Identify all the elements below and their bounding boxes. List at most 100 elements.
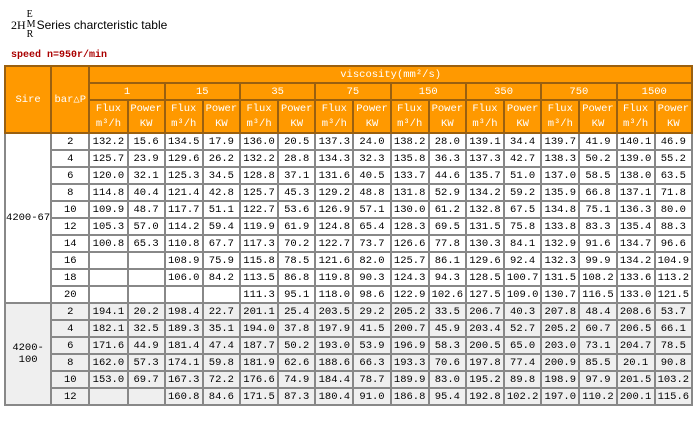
flux-cell: 193.0 bbox=[314, 336, 355, 355]
flux-cell: 137.3 bbox=[314, 132, 355, 151]
power-unit: KW bbox=[215, 117, 228, 130]
power-cell: 77.8 bbox=[427, 234, 467, 253]
flux-cell bbox=[88, 285, 129, 304]
power-cell: 108.2 bbox=[578, 268, 618, 287]
flux-label: Flux bbox=[397, 102, 423, 115]
flux-cell: 121.6 bbox=[314, 251, 355, 270]
flux-cell: 162.0 bbox=[88, 353, 129, 372]
power-cell: 78.5 bbox=[653, 336, 694, 355]
flux-cell: 119.8 bbox=[314, 268, 355, 287]
flux-header: Flux m³/h bbox=[464, 99, 506, 134]
flux-cell: 117.7 bbox=[163, 200, 204, 219]
flux-header: Flux m³/h bbox=[238, 99, 280, 134]
pressure-cell: 10 bbox=[50, 200, 91, 219]
flux-header: Flux m³/h bbox=[163, 99, 204, 134]
flux-header: Flux m³/h bbox=[615, 99, 656, 134]
flux-cell: 134.7 bbox=[615, 234, 656, 253]
power-cell: 90.3 bbox=[352, 268, 392, 287]
flux-cell: 134.8 bbox=[540, 200, 581, 219]
power-cell: 75.1 bbox=[578, 200, 618, 219]
flux-cell: 197.8 bbox=[464, 353, 506, 372]
flux-cell: 138.0 bbox=[615, 166, 656, 185]
power-cell: 86.1 bbox=[427, 251, 467, 270]
power-cell: 87.3 bbox=[277, 387, 317, 406]
power-header: Power KW bbox=[427, 99, 467, 134]
power-cell: 102.2 bbox=[503, 387, 543, 406]
flux-cell: 203.0 bbox=[540, 336, 581, 355]
flux-cell: 171.6 bbox=[88, 336, 129, 355]
power-cell: 116.5 bbox=[578, 285, 618, 304]
flux-cell: 132.2 bbox=[88, 132, 129, 151]
power-cell: 85.5 bbox=[578, 353, 618, 372]
flux-label: Flux bbox=[171, 102, 197, 115]
power-cell: 59.4 bbox=[201, 217, 241, 236]
power-header: Power KW bbox=[653, 99, 694, 134]
flux-cell: 115.8 bbox=[238, 251, 280, 270]
power-cell: 46.9 bbox=[653, 132, 694, 151]
flux-label: Flux bbox=[95, 102, 122, 115]
flux-cell: 133.7 bbox=[389, 166, 430, 185]
power-cell: 99.9 bbox=[578, 251, 618, 270]
pressure-cell: 12 bbox=[50, 217, 91, 236]
power-cell: 61.2 bbox=[427, 200, 467, 219]
power-cell: 41.5 bbox=[352, 319, 392, 338]
viscosity-header: viscosity(mm²/s) bbox=[88, 65, 693, 84]
power-cell: 69.7 bbox=[126, 370, 166, 389]
power-cell: 75.8 bbox=[503, 217, 543, 236]
power-cell: 89.8 bbox=[503, 370, 543, 389]
flux-header: Flux m³/h bbox=[389, 99, 430, 134]
power-cell: 102.6 bbox=[427, 285, 467, 304]
power-cell: 51.0 bbox=[503, 166, 543, 185]
power-cell: 100.7 bbox=[503, 268, 543, 287]
flux-cell: 167.3 bbox=[163, 370, 204, 389]
flux-cell: 134.2 bbox=[615, 251, 656, 270]
power-cell: 115.6 bbox=[653, 387, 694, 406]
table-row: 8 114.8 40.4 121.4 42.8 125.7 45.3 129.2 48.8 131… bbox=[5, 183, 694, 202]
flux-cell: 134.3 bbox=[314, 149, 355, 168]
pressure-cell: 10 bbox=[50, 370, 91, 389]
flux-label: Flux bbox=[623, 102, 649, 115]
power-label: Power bbox=[130, 102, 162, 115]
pressure-header: bar△P bbox=[50, 65, 91, 134]
flux-cell: 189.3 bbox=[163, 319, 204, 338]
flux-cell: 133.8 bbox=[540, 217, 581, 236]
power-cell: 58.5 bbox=[578, 166, 618, 185]
power-cell: 40.4 bbox=[126, 183, 166, 202]
flux-cell: 188.6 bbox=[314, 353, 355, 372]
power-cell: 60.7 bbox=[578, 319, 618, 338]
power-cell: 25.4 bbox=[277, 302, 317, 321]
power-cell: 34.4 bbox=[503, 132, 543, 151]
flux-cell: 113.5 bbox=[238, 268, 280, 287]
pressure-cell: 4 bbox=[50, 149, 91, 168]
power-cell: 32.5 bbox=[126, 319, 166, 338]
flux-cell: 192.8 bbox=[464, 387, 506, 406]
power-header: Power KW bbox=[578, 99, 618, 134]
power-cell: 84.6 bbox=[201, 387, 241, 406]
power-cell: 53.6 bbox=[277, 200, 317, 219]
power-cell: 94.3 bbox=[427, 268, 467, 287]
table-row: 16 108.9 75.9 115.8 78.5 121.6 82.0 125.7 86.1 12… bbox=[5, 251, 694, 270]
flux-cell: 153.0 bbox=[88, 370, 129, 389]
flux-cell: 133.0 bbox=[615, 285, 656, 304]
power-cell: 96.6 bbox=[653, 234, 694, 253]
flux-cell: 125.7 bbox=[389, 251, 430, 270]
power-cell: 65.4 bbox=[352, 217, 392, 236]
flux-cell: 187.7 bbox=[238, 336, 280, 355]
flux-cell: 171.5 bbox=[238, 387, 280, 406]
power-cell: 78.7 bbox=[352, 370, 392, 389]
flux-cell: 128.5 bbox=[464, 268, 506, 287]
flux-cell: 120.0 bbox=[88, 166, 129, 185]
viscosity-value-header: 15 bbox=[163, 82, 241, 101]
flux-cell: 193.3 bbox=[389, 353, 430, 372]
flux-header: Flux m³/h bbox=[314, 99, 355, 134]
title-model-stack: E M R bbox=[27, 10, 36, 40]
flux-cell: 205.2 bbox=[389, 302, 430, 321]
flux-unit: m³/h bbox=[246, 117, 272, 130]
flux-cell: 135.4 bbox=[615, 217, 656, 236]
viscosity-value-header: 1 bbox=[88, 82, 166, 101]
power-cell: 57.0 bbox=[126, 217, 166, 236]
flux-cell: 137.1 bbox=[615, 183, 656, 202]
flux-cell: 122.7 bbox=[314, 234, 355, 253]
viscosity-value-header: 150 bbox=[389, 82, 467, 101]
power-label: Power bbox=[657, 102, 690, 115]
